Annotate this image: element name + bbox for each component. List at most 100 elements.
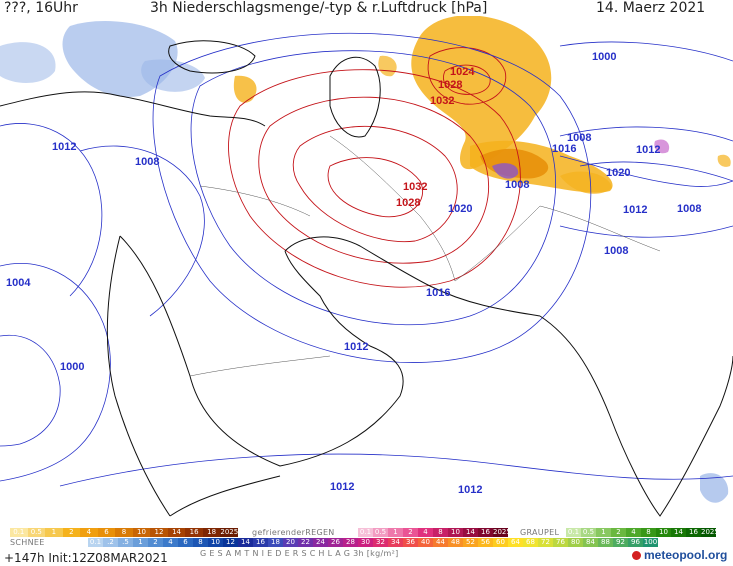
snow-area-north [0, 42, 56, 83]
total-scale-step: 72 [538, 538, 553, 547]
graupel-scale-step: 16 [686, 528, 701, 537]
forecast-time-label: ???, 16Uhr [4, 0, 78, 16]
total-scale-step: 80 [568, 538, 583, 547]
rain-scale-step: 0.1 [10, 528, 28, 537]
total-scale-step: 84 [583, 538, 598, 547]
total-scale-step: 56 [478, 538, 493, 547]
isobar-label: 1012 [458, 484, 482, 496]
total-scale-step: 100 [643, 538, 658, 547]
freezing-scale-step: 0.5 [373, 528, 388, 537]
total-scale-step: 14 [238, 538, 253, 547]
isobar-label: 1012 [330, 481, 354, 493]
rain-scale-step: 2 [62, 528, 81, 537]
total-scale-step: 36 [403, 538, 418, 547]
isobar-label: 1032 [403, 181, 427, 193]
snow-scale-step: .5 [118, 538, 133, 547]
red-sea-coast [106, 235, 171, 517]
pressure-precipitation-map: 1024 1028 1032 1032 1028 1020 1016 1008 … [0, 16, 733, 524]
caspian-sea-coast [329, 56, 381, 138]
isobar-labels: 1024 1028 1032 1032 1028 1020 1016 1008 … [6, 51, 701, 496]
total-scale-step: 26 [328, 538, 343, 547]
freezing-scale-step: 2 [403, 528, 418, 537]
border-segment-3 [454, 205, 541, 282]
country-borders [189, 135, 661, 377]
snow-scale-step: 1 [133, 538, 148, 547]
isobar-label: 1008 [135, 156, 159, 168]
isobar-1012-west-line [0, 123, 103, 297]
total-scale-step: 16 [253, 538, 268, 547]
total-scale-step: 68 [523, 538, 538, 547]
isobar-label: 1020 [606, 167, 630, 179]
snow-label: SCHNEE [10, 538, 45, 547]
freezing-rain-label: gefrierenderREGEN [252, 528, 335, 537]
total-scale-step: 24 [313, 538, 328, 547]
isobar-label: 1008 [677, 203, 701, 215]
snow-scale-step: 0.1 [88, 538, 103, 547]
total-scale-step: 92 [613, 538, 628, 547]
isobar-label: 1000 [60, 361, 84, 373]
logo-icon [632, 551, 641, 560]
total-scale-step: 48 [448, 538, 463, 547]
isobar-1004-line [0, 263, 111, 482]
total-precip-scale-bar: 14 16 18 20 22 24 26 28 30 32 34 36 40 44 48 52 56 60 64 68… [238, 538, 658, 547]
total-scale-step: 60 [493, 538, 508, 547]
map-title: 3h Niederschlagsmenge/-typ & r.Luftdruck… [150, 0, 488, 16]
isobar-label: 1008 [567, 132, 591, 144]
isobar-1024-line [258, 96, 490, 264]
graupel-scale-bar: 0.10.512481014162025+ [566, 528, 716, 537]
isobar-label: 1004 [6, 277, 31, 289]
rain-scale-step: 2025+ [220, 528, 238, 537]
graupel-scale-step: 8 [641, 528, 656, 537]
graupel-scale-step: 2025+ [701, 528, 716, 537]
snow-scale-bar: 0.1.2.5 1 2 4 6 8 10 12 [88, 538, 238, 547]
rain-scale-step: 18 [202, 528, 221, 537]
border-segment-2 [329, 135, 456, 282]
graupel-scale-step: 10 [656, 528, 671, 537]
total-scale-step: 40 [418, 538, 433, 547]
snow-scale-step: 12 [223, 538, 238, 547]
total-scale-step: 22 [298, 538, 313, 547]
isobar-1020-red-line [228, 69, 521, 288]
freezing-scale-step: 16 [478, 528, 493, 537]
graupel-area-east [654, 139, 670, 154]
total-scale-step: 18 [268, 538, 283, 547]
arabian-peninsula-coast [119, 235, 404, 467]
isobar-label: 1012 [52, 141, 76, 153]
snow-scale-step: 10 [208, 538, 223, 547]
isobar-label: 1016 [426, 287, 450, 299]
isobar-label: 1032 [430, 95, 454, 107]
isobars-low [0, 32, 733, 487]
total-scale-step: 30 [358, 538, 373, 547]
isobar-label: 1000 [592, 51, 616, 63]
graupel-label: GRAUPEL [520, 528, 560, 537]
freezing-scale-step: 2025+ [493, 528, 508, 537]
isobar-label: 1024 [450, 66, 475, 78]
border-segment-5 [189, 355, 331, 377]
snow-scale-step: 6 [178, 538, 193, 547]
graupel-scale-step: 14 [671, 528, 686, 537]
freezing-scale-step: 14 [463, 528, 478, 537]
rain-scale-step: 4 [80, 528, 98, 537]
isobar-1008-southeast-line [559, 225, 733, 238]
total-scale-step: 28 [343, 538, 358, 547]
snow-scale-step: 8 [193, 538, 208, 547]
isobar-label: 1008 [505, 179, 529, 191]
rain-scale-step: 6 [97, 528, 116, 537]
freezing-scale-step: 8 [433, 528, 448, 537]
rain-area-east-small [717, 154, 731, 167]
total-scale-step: 44 [433, 538, 448, 547]
isobar-label: 1016 [552, 143, 576, 155]
isobar-label: 1012 [344, 341, 368, 353]
snow-scale-step: 2 [148, 538, 163, 547]
meteopool-logo[interactable]: meteopool.org [632, 548, 727, 562]
model-run-info: +147h Init:12Z08MAR2021 [4, 551, 168, 565]
freezing-scale-step: 1 [388, 528, 403, 537]
africa-horn-coast [169, 475, 281, 517]
graupel-scale-step: 1 [596, 528, 611, 537]
mediterranean-coast [0, 91, 266, 127]
total-scale-step: 76 [553, 538, 568, 547]
isobar-1000-northeast-line [559, 41, 733, 62]
isobar-label: 1012 [623, 204, 647, 216]
